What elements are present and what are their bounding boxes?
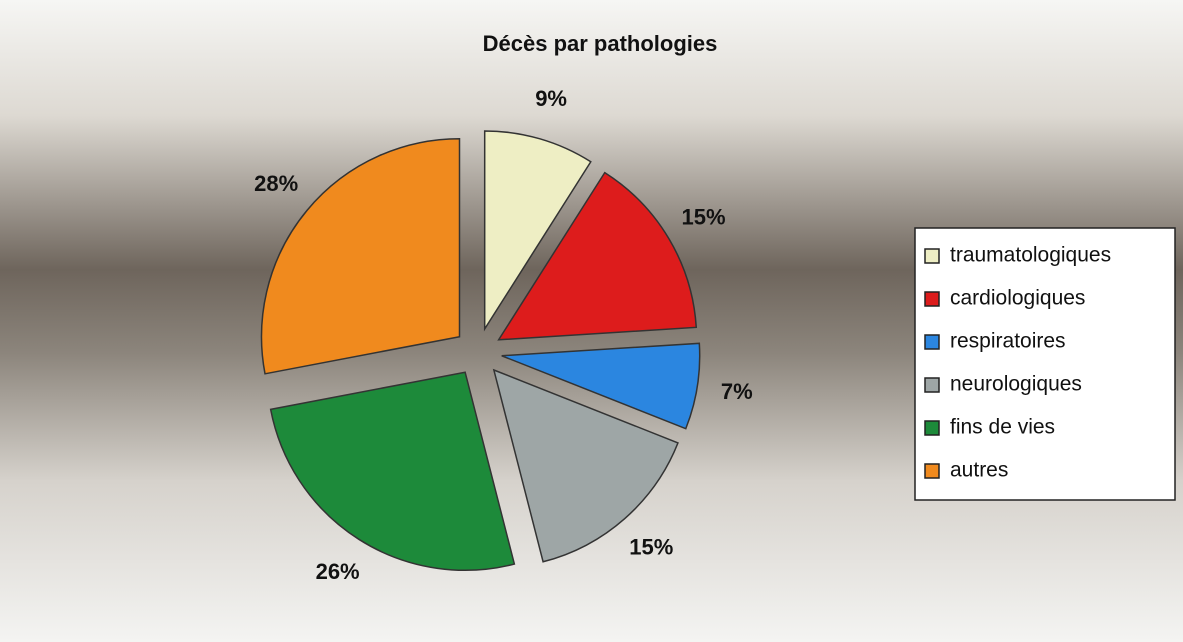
pie-slice [492,368,679,563]
legend-swatch [924,334,940,350]
data-label: 26% [316,559,360,584]
data-label: 7% [721,379,753,404]
pie-slice [269,371,516,571]
pie-slice [260,137,461,375]
data-label: 28% [254,171,298,196]
legend-label: fins de vies [950,416,1055,439]
legend-label: respiratoires [950,330,1066,353]
pie-slice [501,342,701,430]
pie-slice [497,171,698,341]
legend-swatch [924,377,940,393]
data-label: 9% [535,86,567,111]
legend-label: traumatologiques [950,244,1111,267]
legend-swatch [924,420,940,436]
legend-label: autres [950,459,1008,482]
pie-slice [483,130,592,332]
legend-label: neurologiques [950,373,1082,396]
data-label: 15% [681,204,725,229]
chart-title: Décès par pathologies [483,31,718,56]
legend-swatch [924,463,940,479]
legend-swatch [924,291,940,307]
legend-label: cardiologiques [950,287,1085,310]
legend [914,227,1176,501]
data-label: 15% [629,534,673,559]
legend-swatch [924,248,940,264]
